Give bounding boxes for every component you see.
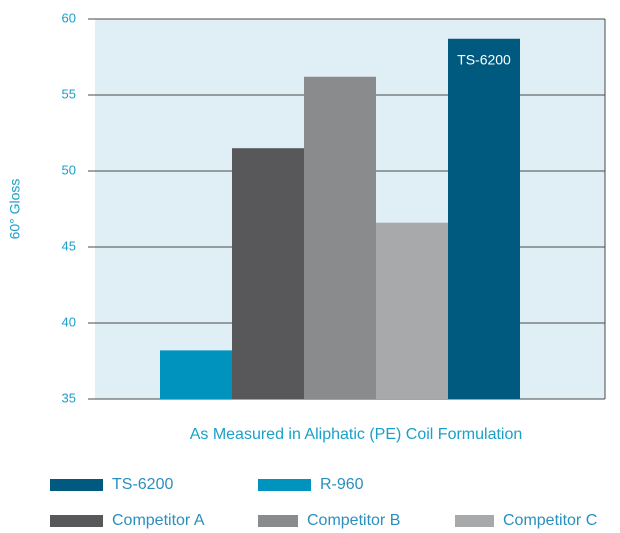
y-tick-label: 40: [62, 314, 76, 329]
legend-label: Competitor B: [307, 512, 400, 529]
y-tick-label: 35: [62, 390, 76, 405]
y-tick-label: 50: [62, 162, 76, 177]
legend-label: Competitor C: [503, 512, 597, 529]
legend-swatch: [258, 515, 298, 527]
y-axis-title: 60° Gloss: [7, 179, 23, 240]
legend-swatch: [455, 515, 494, 527]
bar: [304, 76, 376, 399]
bar: [160, 350, 232, 399]
bar-annotation: TS-6200: [457, 51, 511, 67]
legend-label: Competitor A: [112, 512, 205, 529]
bar: [448, 38, 520, 399]
y-tick-label: 60: [62, 10, 76, 25]
y-tick-label: 45: [62, 238, 76, 253]
y-tick-label: 55: [62, 86, 76, 101]
legend-swatch: [50, 479, 103, 491]
bar: [232, 148, 304, 399]
x-axis-title: As Measured in Aliphatic (PE) Coil Formu…: [190, 426, 523, 443]
bar: [376, 222, 448, 399]
legend-label: TS-6200: [112, 476, 173, 493]
legend-swatch: [50, 515, 103, 527]
legend-swatch: [258, 479, 311, 491]
legend-label: R-960: [320, 476, 364, 493]
